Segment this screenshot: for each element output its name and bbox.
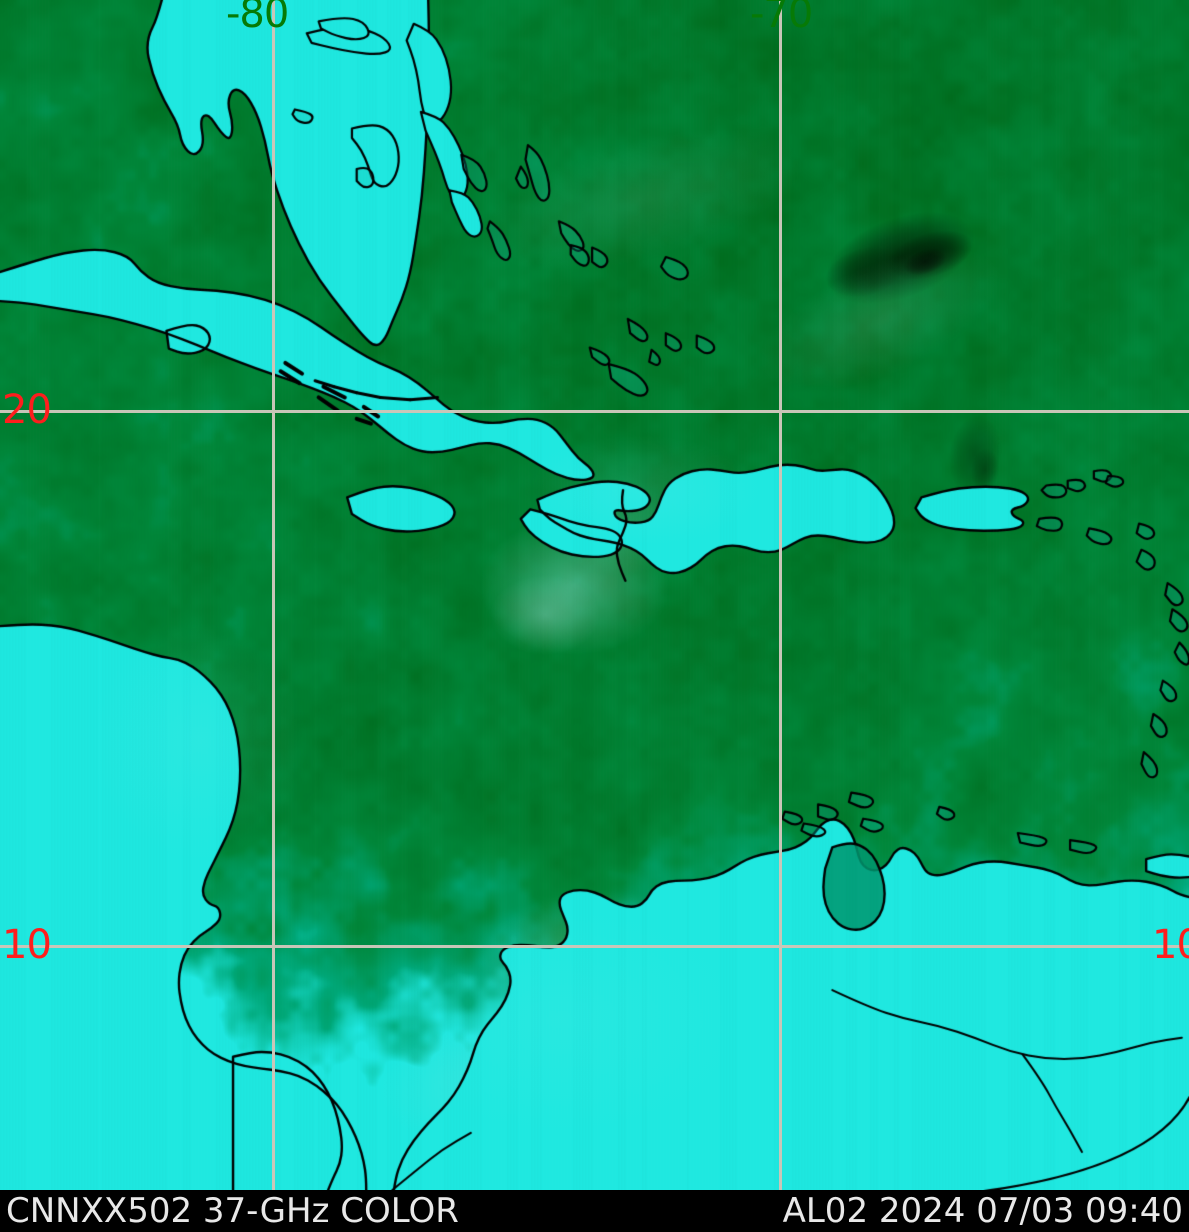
- microwave-satellite-image: [0, 0, 1189, 1190]
- storm-timestamp-label: AL02 2024 07/03 09:40: [782, 1191, 1183, 1231]
- product-label: CNNXX502 37-GHz COLOR: [6, 1191, 459, 1231]
- satellite-imagery-panel: -80 -70 20 10 10: [0, 0, 1189, 1190]
- caption-bar: CNNXX502 37-GHz COLOR AL02 2024 07/03 09…: [0, 1190, 1189, 1232]
